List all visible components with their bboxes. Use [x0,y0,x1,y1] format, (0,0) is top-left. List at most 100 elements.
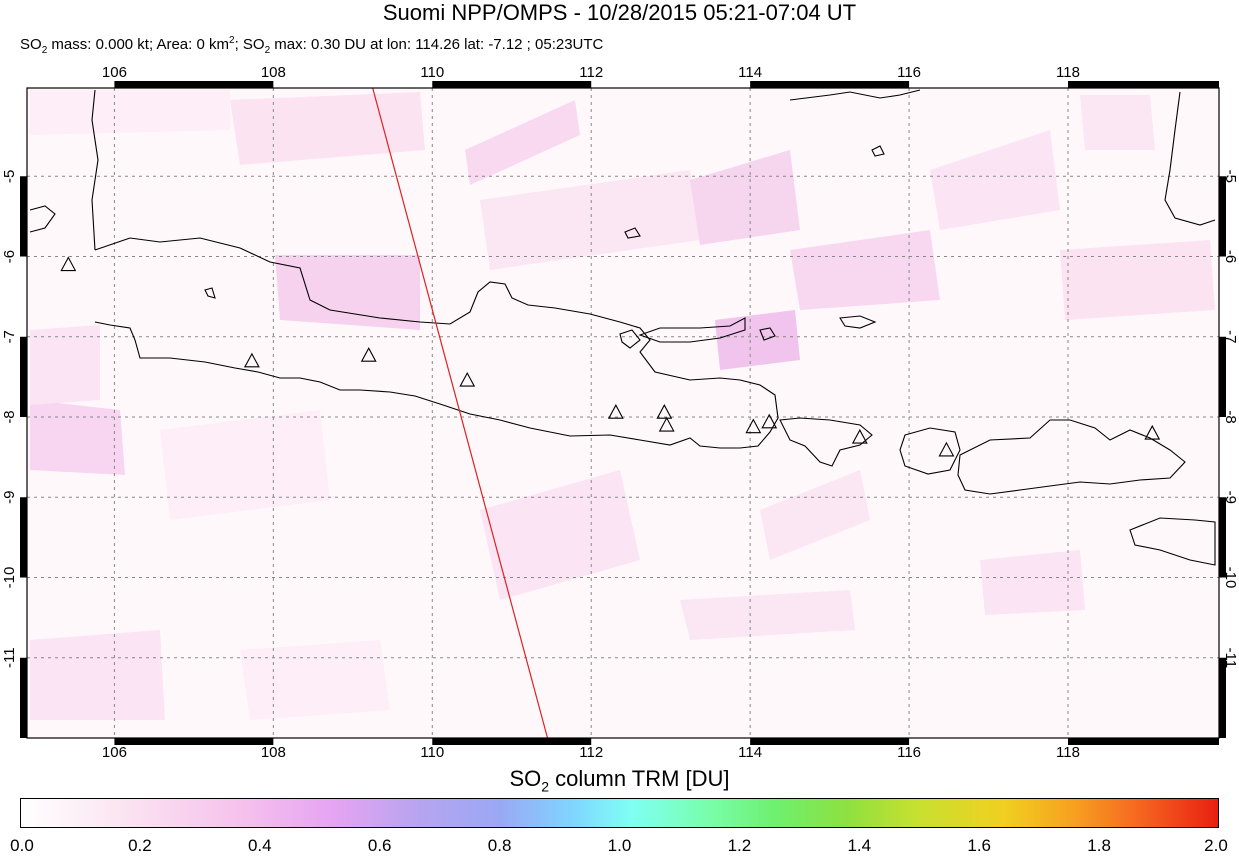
coastline-sulawesi [1164,91,1216,226]
volcano-marker [761,413,778,429]
coastline-bali [779,417,873,467]
orbit-track-line [372,87,549,739]
lat-tick-label: -10 [1222,567,1239,589]
lon-tick-label: 114 [738,64,762,81]
lon-tick-label: 114 [738,744,762,761]
frame-bar-right [1219,497,1226,578]
colorbar-tick-label: 1.2 [727,836,752,855]
lat-tick-labels-right: -5 -6 -7 -8 -9 -10 -11 [1222,170,1239,668]
colorbar-tick-label: 1.4 [847,836,872,855]
frame-bar-left [20,336,27,418]
volcano-marker [851,428,868,444]
volcano-marker [607,404,624,419]
coastline-sumba [1129,517,1216,566]
volcano-marker [658,416,675,432]
lon-tick-label: 112 [579,744,603,761]
coastline-sumatra-west [91,89,99,251]
so2-patch [480,470,640,600]
coastline-java [94,237,779,449]
frame-bar-left [20,497,27,578]
lat-tick-label: -5 [1222,170,1239,183]
frame-bar-right [1219,176,1226,257]
volcano-marker [656,404,673,419]
volcano-marker [243,352,260,368]
lat-tick-label: -9 [1222,491,1239,504]
lat-tick-label: -8 [1,410,18,423]
frame-bar-top [1068,81,1219,88]
coastline-kangean [839,315,877,329]
lat-tick-label: -10 [1,567,18,589]
so2-patch [240,640,390,720]
coastline-lombok [899,427,961,475]
so2-patch [690,150,800,245]
lon-tick-label: 108 [261,64,286,81]
lon-tick-label: 118 [1056,64,1080,81]
so2-patch [980,550,1085,615]
lon-tick-labels-bottom: 106 108 110 112 114 116 118 [102,744,1080,761]
lon-tick-labels-top: 106 108 110 112 114 116 118 [102,64,1080,81]
so2-patch [160,410,330,520]
coastline-sumbawa [957,419,1186,495]
lon-tick-label: 106 [102,744,127,761]
so2-patch [790,230,940,310]
so2-patch [275,255,420,330]
volcano-marker [745,418,762,434]
so2-patch [30,325,100,405]
so2-patch [715,310,800,370]
lat-tick-label: -6 [1,250,18,263]
lat-tick-label: -7 [1222,330,1239,343]
frame-bar-right [1219,657,1226,738]
map-gridlines [27,88,1219,738]
lat-tick-labels-left: -5 -6 -7 -8 -9 -10 -11 [1,170,18,668]
colorbar-tick-label: 0.0 [10,836,34,855]
colorbar-tick-label: 1.8 [1087,836,1111,855]
lon-tick-label: 112 [579,64,603,81]
so2-patch [1060,240,1215,320]
colorbar-tick-label: 0.8 [487,836,512,855]
volcano-marker [1144,424,1161,440]
lat-tick-label: -8 [1222,410,1239,423]
lon-tick-label: 106 [102,64,127,81]
so2-patches [27,88,1219,738]
coastline-island [624,227,641,239]
lat-tick-label: -9 [1,491,18,504]
volcano-markers [60,256,1161,457]
frame-bar-bottom [432,738,592,745]
so2-patch [760,470,870,560]
frame-bar-bottom [750,738,910,745]
so2-patch [230,92,425,165]
colorbar-title: SO2 column TRM [DU] [509,766,730,795]
frame-bar-left [20,657,27,738]
frame-bar-bottom [1068,738,1219,745]
so2-patch [30,90,230,135]
so2-patch [1080,95,1155,150]
lon-tick-label: 108 [261,744,286,761]
so2-patch [680,590,855,640]
lat-tick-label: -6 [1222,250,1239,263]
lat-tick-label: -5 [1,170,18,183]
lon-tick-label: 110 [420,744,444,761]
frame-bar-top [114,81,274,88]
frame-bar-top [432,81,592,88]
so2-patch [30,630,165,720]
coastline-island [759,327,776,341]
volcano-marker [938,441,955,457]
volcano-marker [60,256,77,272]
coastline-island [619,329,641,349]
colorbar-tick-label: 1.0 [607,836,632,855]
coastline-island [204,287,216,299]
so2-patch [480,170,700,270]
colorbar-tick-label: 0.2 [128,836,152,855]
lon-tick-label: 116 [897,64,921,81]
volcano-marker [360,347,377,362]
frame-bar-bottom [114,738,274,745]
so2-patch [30,400,125,475]
coastline-madura [638,317,746,343]
coastline-island [871,145,885,157]
colorbar-tick-label: 2.0 [1204,836,1228,855]
so2-patch [930,130,1060,230]
lon-tick-label: 110 [420,64,444,81]
volcano-marker [459,371,476,387]
colorbar [20,798,1219,828]
